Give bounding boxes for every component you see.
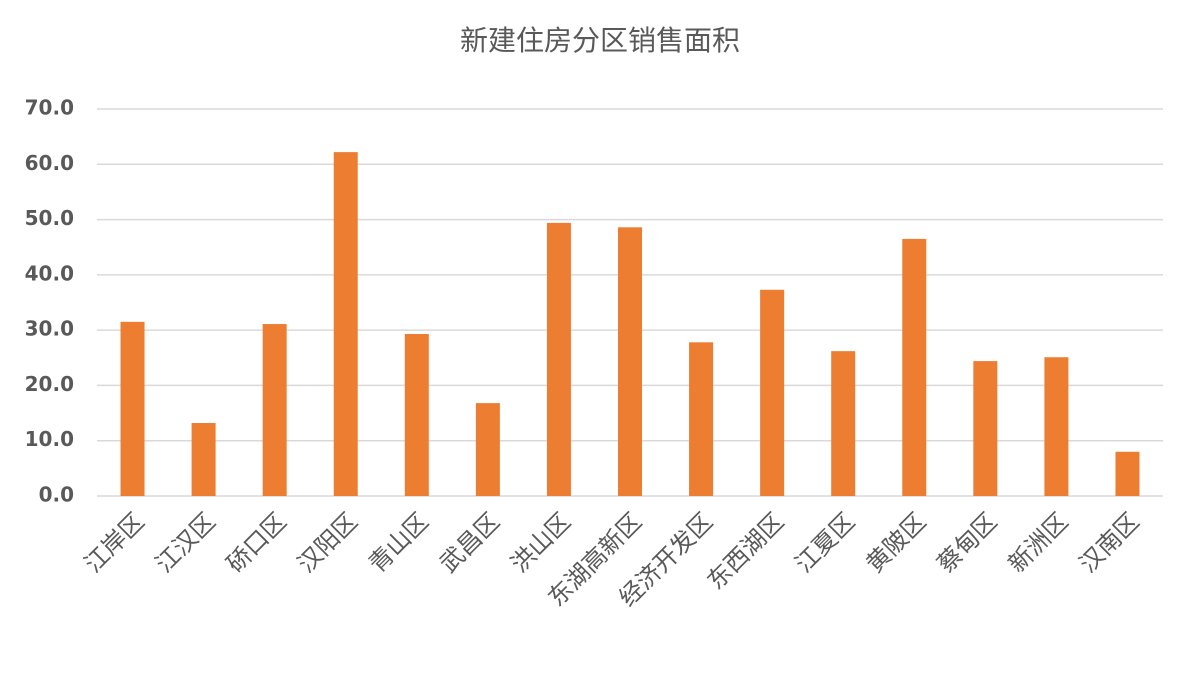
y-tick-label: 10.0	[25, 427, 74, 451]
bar	[618, 227, 642, 496]
bar	[333, 152, 358, 496]
bar	[689, 342, 714, 496]
bar	[831, 351, 856, 496]
x-tick-label: 硚口区	[221, 507, 292, 578]
bar	[546, 222, 571, 497]
bar	[120, 321, 145, 496]
y-tick-label: 0.0	[39, 483, 74, 507]
x-tick-label: 江岸区	[79, 507, 150, 578]
x-tick-label: 洪山区	[505, 507, 576, 578]
bar	[475, 403, 500, 496]
bar	[404, 334, 429, 496]
y-tick-label: 30.0	[25, 317, 74, 341]
x-tick-label: 江夏区	[790, 507, 861, 578]
bar	[1044, 357, 1069, 496]
x-tick-label: 青山区	[363, 507, 434, 578]
bar	[191, 423, 216, 496]
bar	[1115, 451, 1140, 496]
chart-title: 新建住房分区销售面积	[460, 24, 740, 57]
y-tick-label: 40.0	[25, 261, 74, 285]
x-tick-label: 汉南区	[1074, 507, 1145, 578]
bar	[262, 324, 287, 496]
x-tick-label: 武昌区	[434, 507, 505, 578]
x-tick-label: 黄陂区	[861, 507, 932, 578]
bar	[902, 238, 927, 496]
y-tick-label: 50.0	[25, 206, 74, 230]
x-tick-label: 蔡甸区	[932, 507, 1003, 578]
x-tick-label: 汉阳区	[292, 507, 363, 578]
x-tick-label: 东西湖区	[702, 507, 790, 595]
bar	[760, 289, 785, 496]
bar	[973, 361, 998, 496]
x-tick-label: 江汉区	[150, 507, 221, 578]
y-tick-label: 20.0	[25, 372, 74, 396]
x-tick-label: 新洲区	[1003, 507, 1074, 578]
y-tick-label: 60.0	[25, 151, 74, 175]
y-tick-label: 70.0	[25, 96, 74, 120]
